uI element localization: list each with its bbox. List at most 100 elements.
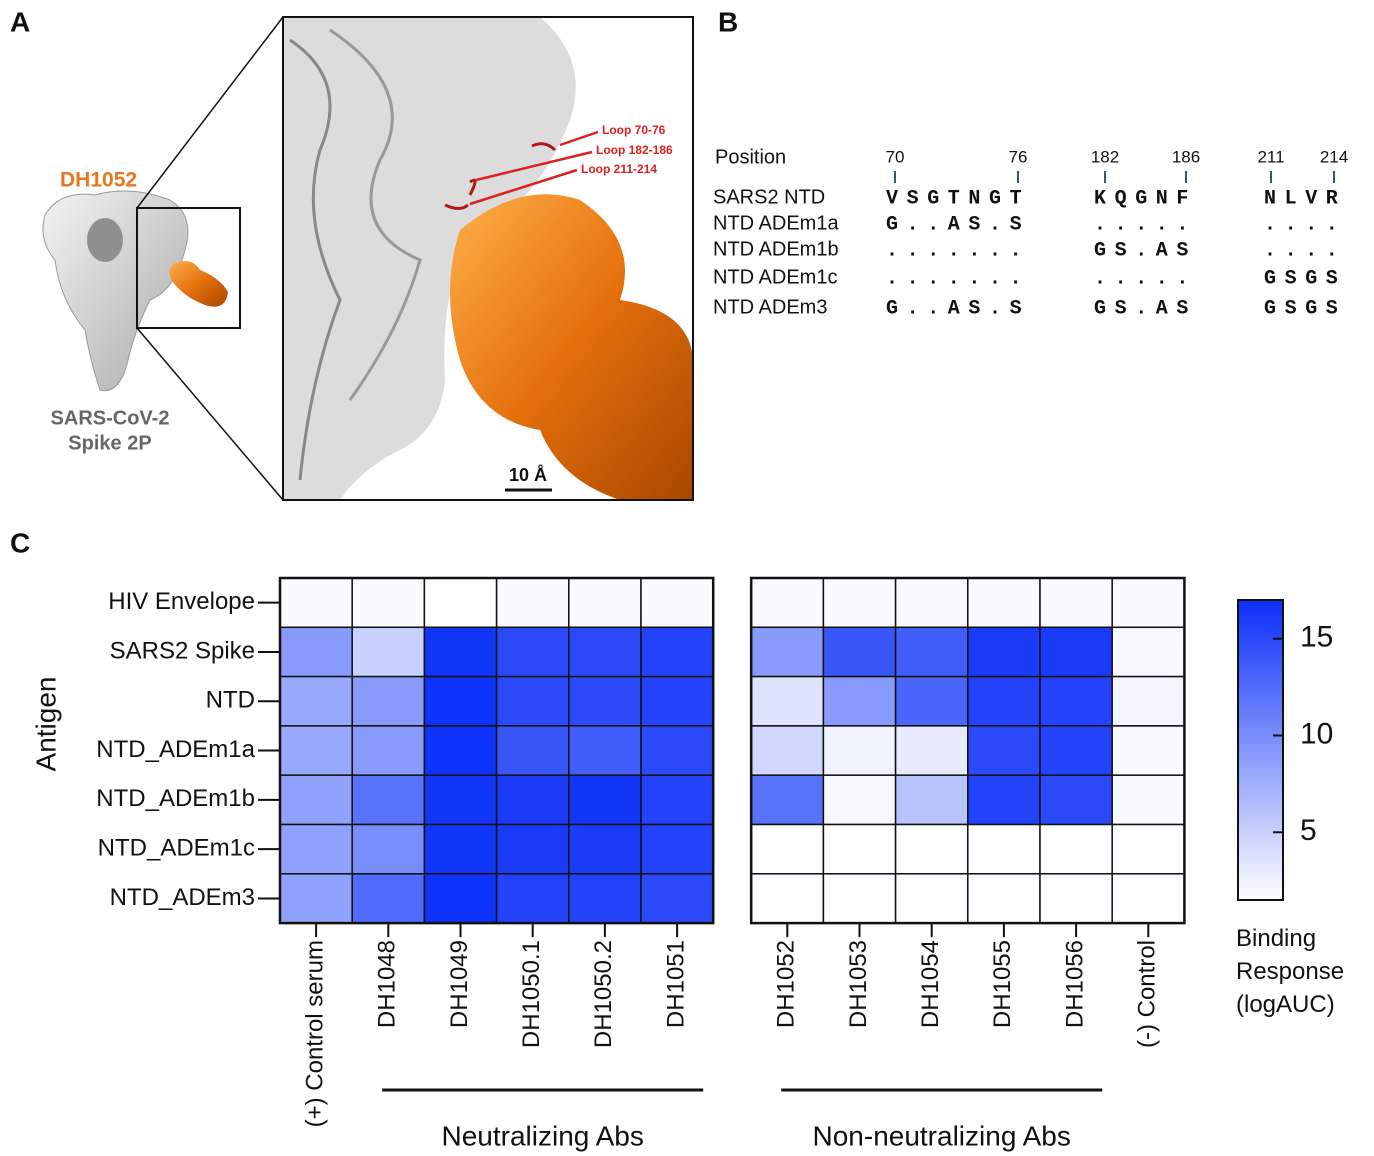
heat-cell (823, 677, 895, 726)
colorbar-title: Binding Response (logAUC) (1236, 922, 1356, 1021)
loop-label: Loop 70-76 (602, 123, 666, 137)
sequence: ....... (886, 239, 1030, 262)
y-tick-label: NTD_ADEm1b (96, 785, 255, 812)
heat-cell (751, 578, 823, 627)
heat-cell (641, 825, 713, 874)
heat-cell (1040, 874, 1112, 923)
sequence: GS.AS (1094, 239, 1197, 262)
heat-cell (751, 825, 823, 874)
heat-cell (424, 627, 496, 676)
heat-cell (751, 775, 823, 824)
heat-cell (641, 677, 713, 726)
sequence: GS.AS (1094, 297, 1197, 320)
heat-cell (823, 874, 895, 923)
zoom-line (137, 17, 283, 208)
heat-cell (569, 726, 641, 775)
heat-cell (1040, 627, 1112, 676)
heat-cell (1040, 775, 1112, 824)
sequence: ..... (1094, 213, 1197, 236)
x-tick-label: DH1054 (917, 940, 944, 1028)
heat-cell (424, 825, 496, 874)
heat-cell (751, 677, 823, 726)
sequence-name: NTD ADEm3 (713, 296, 827, 318)
colorbar-tick-label: 5 (1300, 814, 1317, 847)
heat-cell (968, 726, 1040, 775)
heat-cell (641, 578, 713, 627)
sequence: ....... (886, 267, 1030, 290)
heat-cell (1112, 825, 1184, 874)
heat-cell (280, 726, 352, 775)
x-tick-label: (+) Control serum (301, 940, 328, 1127)
heat-cell (751, 874, 823, 923)
heat-cell (1112, 677, 1184, 726)
spike-map (43, 191, 188, 391)
antibody-label: DH1052 (60, 169, 137, 192)
spike-hole (87, 218, 123, 262)
sequence: G..AS.S (886, 213, 1030, 236)
heat-cell (352, 627, 424, 676)
position-number: 186 (1172, 147, 1200, 166)
heat-cell (280, 775, 352, 824)
x-tick-label: DH1056 (1061, 940, 1088, 1028)
heat-cell (569, 578, 641, 627)
page: A DH1052 SARS-CoV-2 Spike 2P Loop 70-76 … (0, 0, 1374, 1156)
heat-cell (424, 874, 496, 923)
x-tick-label: (-) Control (1134, 940, 1161, 1048)
sequence-name: NTD ADEm1a (713, 212, 839, 234)
panel-label: B (718, 6, 738, 37)
colorbar-tick-label: 10 (1300, 717, 1333, 750)
sequence: GSGS (1264, 297, 1346, 320)
heat-cell (497, 825, 569, 874)
heat-cell (896, 775, 968, 824)
panel-label: C (10, 527, 30, 558)
x-tick-label: DH1055 (989, 940, 1016, 1028)
heat-cell (1112, 874, 1184, 923)
heat-cell (823, 775, 895, 824)
heat-cell (497, 677, 569, 726)
heat-cell (968, 775, 1040, 824)
sequence: .... (1264, 239, 1346, 262)
heat-cell (896, 874, 968, 923)
colorbar (1238, 600, 1283, 900)
sequence: VSGTNGT (886, 187, 1030, 210)
heat-cell (280, 627, 352, 676)
heat-cell (823, 825, 895, 874)
sequence: ..... (1094, 267, 1197, 290)
heat-cell (497, 627, 569, 676)
group-label: Non-neutralizing Abs (813, 1120, 1071, 1151)
sequence: NLVR (1264, 187, 1346, 210)
position-number: 182 (1091, 147, 1119, 166)
heat-cell (823, 627, 895, 676)
heat-cell (352, 578, 424, 627)
colorbar-tick-label: 15 (1300, 621, 1333, 654)
heat-cell (569, 874, 641, 923)
heat-cell (968, 578, 1040, 627)
heat-cell (1040, 677, 1112, 726)
heat-cell (497, 578, 569, 627)
heat-cell (424, 578, 496, 627)
heat-cell (641, 627, 713, 676)
heat-cell (424, 726, 496, 775)
position-number: 211 (1257, 147, 1284, 166)
position-label: Position (715, 146, 786, 168)
heat-cell (352, 874, 424, 923)
heat-cell (896, 825, 968, 874)
heat-cell (823, 726, 895, 775)
x-tick-label: DH1050.2 (590, 940, 617, 1048)
heat-cell (497, 726, 569, 775)
heat-cell (896, 677, 968, 726)
heat-cell (569, 775, 641, 824)
x-tick-label: DH1049 (446, 940, 473, 1028)
position-number: 70 (886, 147, 905, 166)
spike-label: Spike 2P (68, 432, 151, 454)
position-number: 214 (1320, 147, 1348, 166)
sequence-name: NTD ADEm1b (713, 238, 839, 260)
heat-cell (352, 825, 424, 874)
heat-cell (280, 874, 352, 923)
x-tick-label: DH1050.1 (518, 940, 545, 1048)
heat-cell (352, 726, 424, 775)
heat-cell (352, 775, 424, 824)
y-axis-title: Antigen (30, 677, 61, 772)
heat-cell (280, 825, 352, 874)
sequence: GSGS (1264, 267, 1346, 290)
